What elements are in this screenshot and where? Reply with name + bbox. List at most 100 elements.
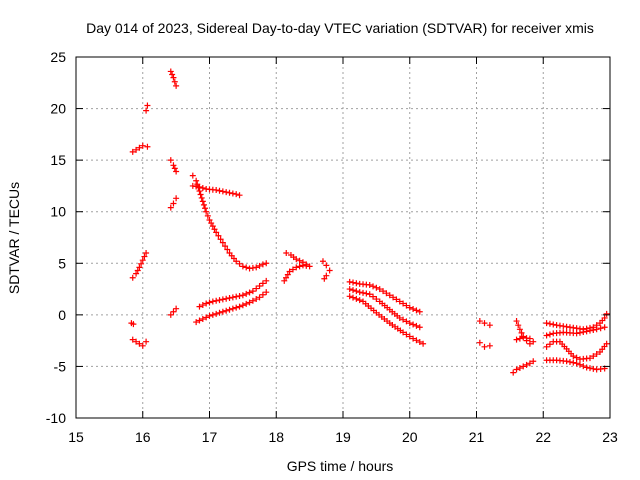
data-point (229, 294, 236, 301)
data-point (513, 366, 520, 373)
data-point (202, 205, 209, 212)
data-point (296, 257, 303, 264)
data-point (144, 102, 151, 109)
data-point (346, 278, 353, 285)
data-point (259, 261, 266, 268)
data-point (400, 300, 407, 307)
data-point (263, 289, 270, 296)
data-point (143, 338, 150, 345)
data-point (259, 291, 266, 298)
data-point (219, 188, 226, 195)
data-point (170, 74, 177, 81)
series-arc-07 (167, 195, 180, 211)
y-tick-label: 25 (50, 49, 66, 65)
data-point (215, 232, 222, 239)
series-arc-21 (476, 339, 493, 350)
data-point (216, 187, 223, 194)
data-point (383, 290, 390, 297)
data-point (530, 338, 537, 345)
data-series (128, 68, 610, 376)
data-point (263, 260, 270, 267)
data-point (138, 260, 145, 267)
series-arc-18 (346, 286, 423, 331)
data-point (216, 297, 223, 304)
data-point (481, 320, 488, 327)
data-point (134, 267, 141, 274)
data-point (396, 314, 403, 321)
data-point (143, 249, 150, 256)
data-point (546, 331, 553, 338)
data-point (243, 290, 250, 297)
x-axis-tick-labels: 15 16 17 18 19 20 21 22 23 (68, 429, 618, 445)
data-point (259, 280, 266, 287)
data-point (293, 256, 300, 263)
data-point (481, 343, 488, 350)
series-arc-04 (129, 142, 151, 155)
series-arc-11 (189, 172, 270, 272)
x-tick-label: 20 (402, 429, 418, 445)
data-point (246, 289, 253, 296)
data-point (129, 336, 136, 343)
data-point (386, 292, 393, 299)
data-point (239, 263, 246, 270)
data-point (413, 307, 420, 314)
data-point (299, 259, 306, 266)
data-point (170, 200, 177, 207)
data-point (253, 296, 260, 303)
data-point (321, 275, 328, 282)
y-axis-label: SDTVAR / TECUs (6, 182, 22, 294)
y-tick-label: -5 (54, 358, 67, 374)
data-point (576, 361, 583, 368)
data-point (366, 291, 373, 298)
data-point (416, 339, 423, 346)
data-point (284, 271, 291, 278)
data-point (223, 189, 230, 196)
series-arc-03 (129, 249, 150, 281)
data-point (213, 187, 220, 194)
data-point (366, 281, 373, 288)
data-point (410, 306, 417, 313)
data-point (510, 369, 517, 376)
data-point (319, 258, 326, 265)
data-point (406, 333, 413, 340)
series-arc-15 (283, 249, 310, 268)
data-point (576, 329, 583, 336)
data-point (236, 303, 243, 310)
data-point (169, 71, 176, 78)
series-arc-17 (346, 278, 423, 315)
data-point (233, 293, 240, 300)
data-point (195, 184, 202, 191)
y-tick-label: 5 (58, 255, 66, 271)
data-point (586, 355, 593, 362)
data-point (170, 162, 177, 169)
data-point (420, 340, 427, 347)
data-point (194, 181, 201, 188)
data-point (206, 312, 213, 319)
data-point (213, 229, 220, 236)
data-point (323, 262, 330, 269)
chart-title: Day 014 of 2023, Sidereal Day-to-day VTE… (86, 20, 594, 36)
data-point (526, 335, 533, 342)
data-point (129, 274, 136, 281)
series-arc-26 (543, 324, 608, 339)
data-point (286, 268, 293, 275)
data-point (141, 253, 148, 260)
data-point (130, 321, 137, 328)
data-point (193, 319, 200, 326)
data-point (346, 293, 353, 300)
x-tick-label: 21 (469, 429, 485, 445)
data-point (520, 363, 527, 370)
x-tick-label: 15 (68, 429, 84, 445)
data-point (573, 330, 580, 337)
data-point (360, 289, 367, 296)
data-point (167, 157, 174, 164)
data-point (139, 342, 146, 349)
series-arc-01 (129, 336, 150, 349)
data-point (580, 363, 587, 370)
data-point (193, 177, 200, 184)
data-point (526, 360, 533, 367)
data-point (136, 340, 143, 347)
data-point (593, 326, 600, 333)
data-point (306, 263, 313, 270)
data-point (406, 304, 413, 311)
